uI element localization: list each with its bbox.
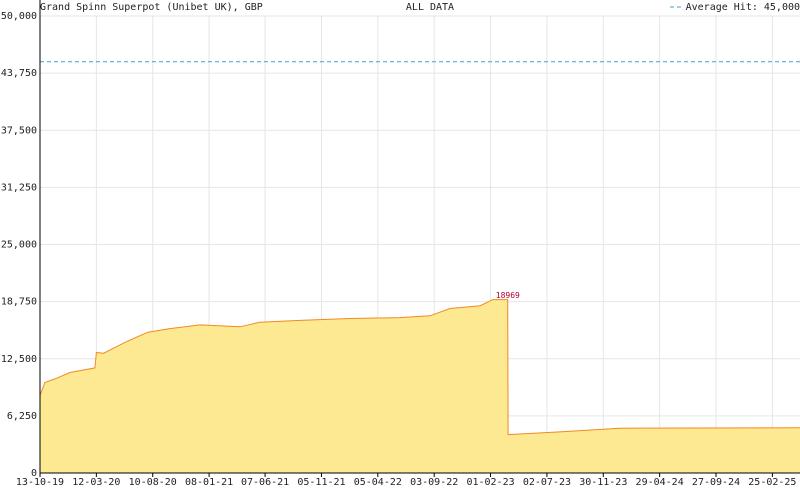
- x-tick-label: 07-06-21: [241, 477, 289, 488]
- peak-label: 18969: [496, 291, 520, 300]
- x-tick-label: 30-11-23: [579, 477, 627, 488]
- x-tick-label: 03-09-22: [410, 477, 458, 488]
- x-tick-label: 05-11-21: [297, 477, 345, 488]
- area: [40, 299, 800, 473]
- x-tick-label: 29-04-24: [636, 477, 684, 488]
- x-tick-label: 05-04-22: [354, 477, 402, 488]
- chart-subtitle: ALL DATA: [406, 2, 454, 13]
- y-tick-label: 43,750: [1, 68, 37, 79]
- y-tick-label: 0: [31, 468, 37, 479]
- x-tick-label: 02-07-23: [523, 477, 571, 488]
- legend-label: Average Hit: 45,000: [686, 2, 800, 13]
- x-tick-label: 12-03-20: [72, 477, 120, 488]
- y-tick-label: 37,500: [1, 125, 37, 136]
- y-tick-label: 12,500: [1, 354, 37, 365]
- y-tick-label: 31,250: [1, 182, 37, 193]
- x-tick-label: 13-10-19: [16, 477, 64, 488]
- y-tick-label: 6,250: [7, 411, 37, 422]
- x-tick-label: 08-01-21: [185, 477, 233, 488]
- y-tick-label: 25,000: [1, 240, 37, 251]
- x-tick-label: 25-02-25: [748, 477, 796, 488]
- chart-title: Grand Spinn Superpot (Unibet UK), GBP: [40, 2, 263, 13]
- x-tick-label: 27-09-24: [692, 477, 740, 488]
- y-tick-label: 50,000: [1, 11, 37, 22]
- y-tick-label: 18,750: [1, 297, 37, 308]
- x-tick-label: 01-02-23: [466, 477, 514, 488]
- line: [39, 299, 800, 436]
- x-tick-label: 10-08-20: [129, 477, 177, 488]
